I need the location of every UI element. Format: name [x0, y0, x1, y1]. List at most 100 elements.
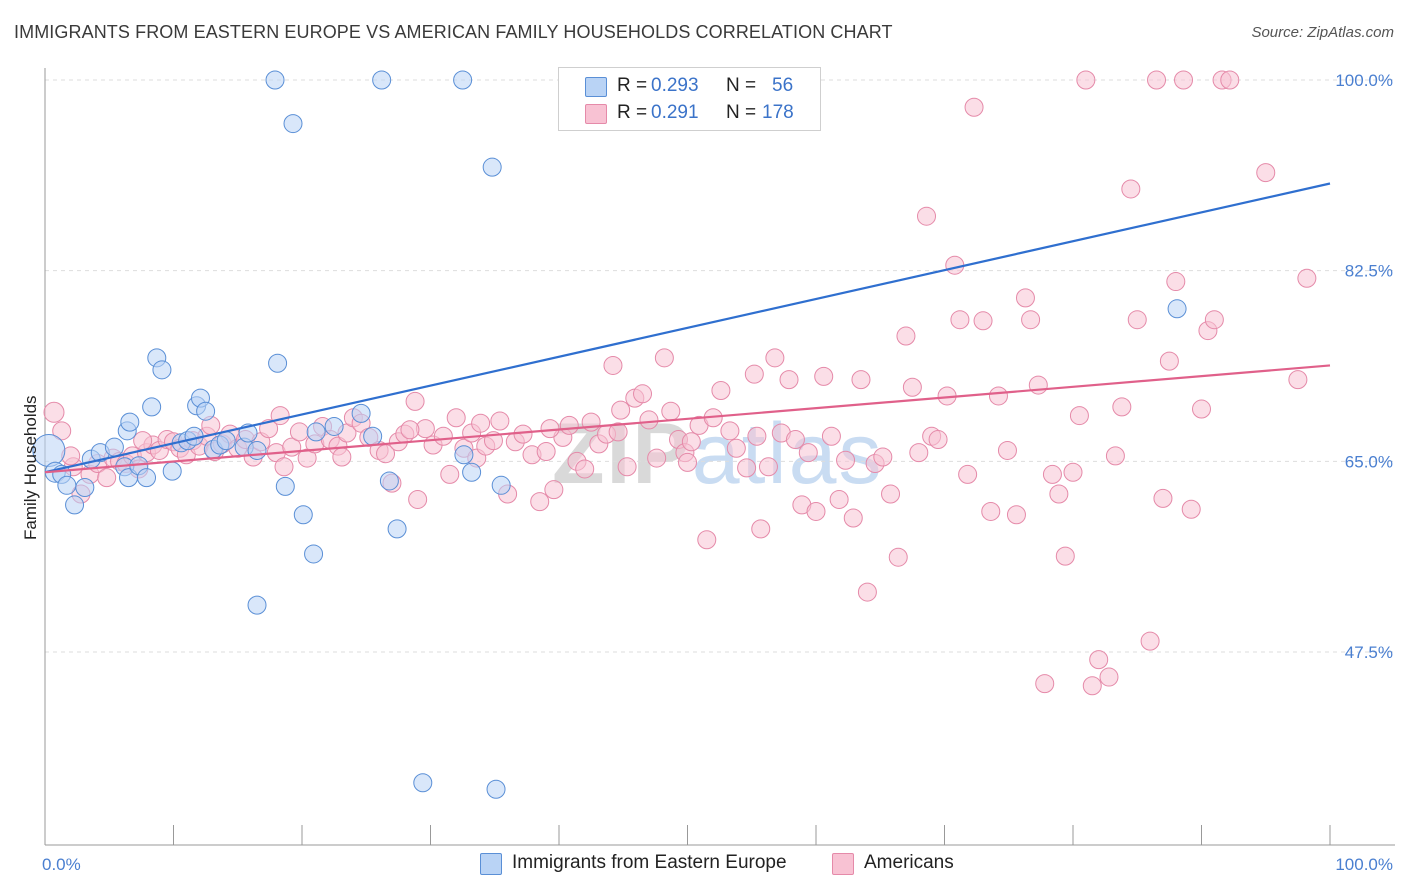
- americans-point[interactable]: [1181, 499, 1201, 519]
- americans-point[interactable]: [575, 459, 595, 479]
- eastern-europe-point[interactable]: [268, 353, 288, 373]
- eastern-europe-point[interactable]: [265, 70, 285, 90]
- americans-point[interactable]: [1121, 179, 1141, 199]
- americans-point[interactable]: [274, 457, 294, 477]
- americans-point[interactable]: [697, 530, 717, 550]
- americans-point[interactable]: [785, 430, 805, 450]
- americans-point[interactable]: [917, 206, 937, 226]
- americans-point[interactable]: [1256, 163, 1276, 183]
- americans-point[interactable]: [964, 97, 984, 117]
- americans-point[interactable]: [259, 419, 279, 439]
- americans-point[interactable]: [52, 421, 72, 441]
- americans-point[interactable]: [1055, 546, 1075, 566]
- americans-point[interactable]: [440, 464, 460, 484]
- americans-point[interactable]: [681, 432, 701, 452]
- eastern-europe-point[interactable]: [304, 544, 324, 564]
- eastern-europe-point[interactable]: [486, 779, 506, 799]
- americans-point[interactable]: [1140, 631, 1160, 651]
- americans-point[interactable]: [400, 420, 420, 440]
- americans-point[interactable]: [737, 458, 757, 478]
- americans-point[interactable]: [758, 457, 778, 477]
- americans-point[interactable]: [747, 426, 767, 446]
- americans-point[interactable]: [909, 443, 929, 463]
- americans-point[interactable]: [332, 447, 352, 467]
- americans-point[interactable]: [720, 421, 740, 441]
- americans-point[interactable]: [997, 440, 1017, 460]
- eastern-europe-point[interactable]: [491, 475, 511, 495]
- eastern-europe-point[interactable]: [216, 431, 236, 451]
- americans-point[interactable]: [973, 311, 993, 331]
- americans-point[interactable]: [639, 410, 659, 430]
- americans-point[interactable]: [530, 492, 550, 512]
- americans-point[interactable]: [559, 415, 579, 435]
- eastern-europe-point[interactable]: [247, 440, 267, 460]
- americans-point[interactable]: [902, 377, 922, 397]
- americans-point[interactable]: [603, 355, 623, 375]
- eastern-europe-point[interactable]: [363, 426, 383, 446]
- eastern-europe-point[interactable]: [162, 461, 182, 481]
- americans-point[interactable]: [633, 384, 653, 404]
- americans-point[interactable]: [1015, 288, 1035, 308]
- americans-point[interactable]: [843, 508, 863, 528]
- americans-point[interactable]: [647, 448, 667, 468]
- eastern-europe-point[interactable]: [1167, 299, 1187, 319]
- eastern-europe-point[interactable]: [196, 401, 216, 421]
- eastern-europe-point[interactable]: [65, 495, 85, 515]
- americans-point[interactable]: [814, 366, 834, 386]
- eastern-europe-point[interactable]: [453, 70, 473, 90]
- americans-point[interactable]: [1076, 70, 1096, 90]
- americans-point[interactable]: [988, 386, 1008, 406]
- americans-point[interactable]: [851, 370, 871, 390]
- eastern-europe-point[interactable]: [351, 403, 371, 423]
- americans-point[interactable]: [765, 348, 785, 368]
- americans-point[interactable]: [857, 582, 877, 602]
- americans-point[interactable]: [1153, 488, 1173, 508]
- americans-point[interactable]: [544, 480, 564, 500]
- americans-point[interactable]: [678, 452, 697, 472]
- americans-point[interactable]: [43, 401, 65, 423]
- americans-point[interactable]: [654, 348, 674, 368]
- eastern-europe-point[interactable]: [372, 70, 392, 90]
- eastern-europe-point[interactable]: [104, 437, 124, 457]
- americans-point[interactable]: [617, 457, 637, 477]
- americans-point[interactable]: [711, 381, 731, 401]
- americans-point[interactable]: [798, 443, 818, 463]
- americans-point[interactable]: [1192, 399, 1211, 419]
- americans-point[interactable]: [945, 255, 965, 275]
- americans-point[interactable]: [1063, 462, 1083, 482]
- americans-point[interactable]: [1028, 375, 1048, 395]
- eastern-europe-point[interactable]: [120, 412, 140, 432]
- americans-point[interactable]: [836, 450, 856, 470]
- americans-point[interactable]: [1049, 484, 1069, 504]
- eastern-europe-point[interactable]: [462, 462, 482, 482]
- eastern-europe-point[interactable]: [75, 477, 95, 497]
- americans-point[interactable]: [1174, 70, 1194, 90]
- americans-point[interactable]: [446, 408, 466, 428]
- americans-point[interactable]: [289, 422, 309, 442]
- americans-point[interactable]: [1159, 351, 1179, 371]
- americans-point[interactable]: [981, 501, 1001, 521]
- americans-point[interactable]: [829, 489, 849, 509]
- americans-point[interactable]: [608, 422, 628, 442]
- eastern-europe-point[interactable]: [306, 422, 326, 442]
- americans-point[interactable]: [1204, 310, 1224, 330]
- americans-point[interactable]: [408, 489, 428, 509]
- americans-point[interactable]: [1099, 667, 1119, 687]
- eastern-europe-point[interactable]: [142, 397, 162, 417]
- americans-point[interactable]: [1069, 406, 1089, 426]
- americans-point[interactable]: [433, 426, 453, 446]
- eastern-europe-point[interactable]: [275, 476, 295, 496]
- eastern-europe-point[interactable]: [454, 445, 474, 465]
- americans-point[interactable]: [1042, 464, 1062, 484]
- americans-point[interactable]: [779, 370, 799, 390]
- americans-point[interactable]: [888, 547, 908, 567]
- americans-point[interactable]: [958, 464, 978, 484]
- americans-point[interactable]: [744, 364, 764, 384]
- eastern-europe-point[interactable]: [387, 519, 407, 539]
- americans-point[interactable]: [661, 401, 681, 421]
- americans-point[interactable]: [1006, 505, 1026, 525]
- americans-point[interactable]: [821, 426, 841, 446]
- americans-point[interactable]: [1105, 446, 1125, 466]
- americans-point[interactable]: [1220, 70, 1240, 90]
- americans-point[interactable]: [1288, 370, 1308, 390]
